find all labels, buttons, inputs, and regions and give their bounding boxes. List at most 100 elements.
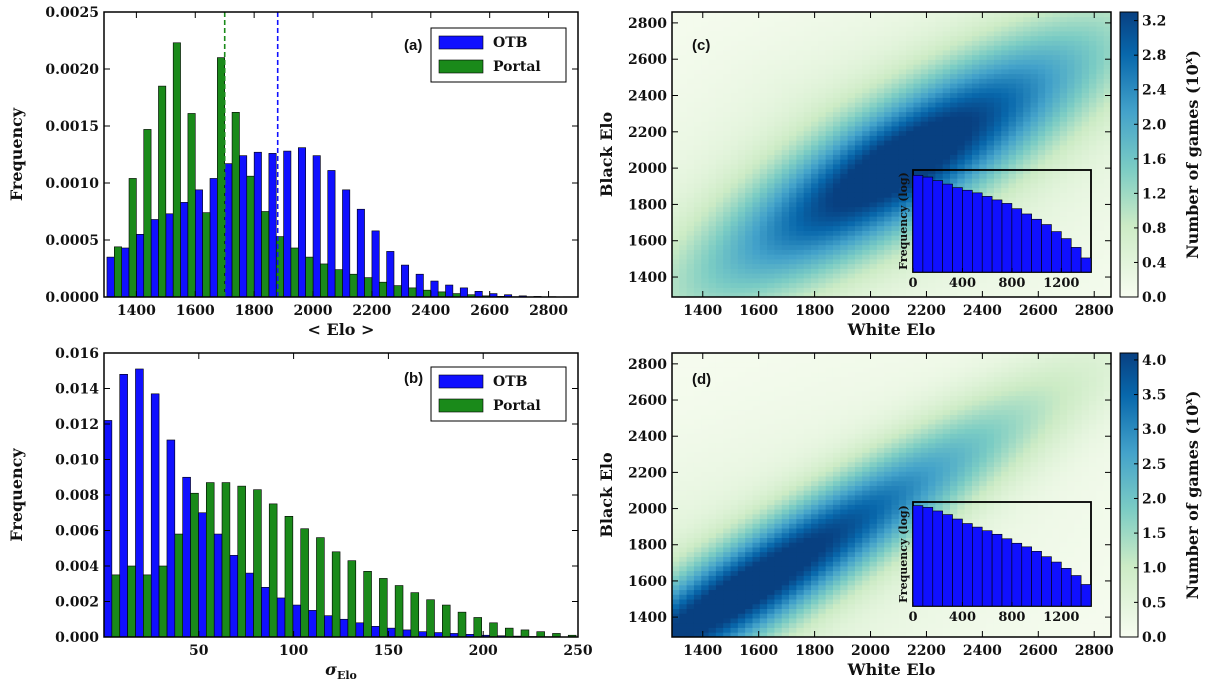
heat-cell [1030,31,1039,37]
bar-portal-1 [128,178,137,297]
heat-cell [971,35,980,41]
heat-cell [1030,83,1039,89]
heat-cell [737,532,746,538]
heat-cell [679,187,688,193]
heat-cell [1096,221,1105,227]
heat-cell [701,480,709,486]
heat-cell [993,111,1002,117]
heat-cell [993,16,1002,22]
heat-cell [796,126,805,132]
heat-cell [862,92,870,98]
heat-cell [679,50,688,56]
heat-cell [964,16,973,22]
heat-cell [869,216,878,222]
heat-cell [752,504,761,510]
heat-cell [708,438,717,444]
heat-cell [1045,221,1053,227]
y-tick-label: 0.008 [55,488,99,504]
heat-cell [935,31,944,37]
heat-cell [803,111,812,117]
heat-cell [957,97,966,103]
heat-cell [686,88,695,94]
heat-cell [847,126,856,132]
heat-cell [745,292,753,298]
heat-cell [693,457,702,463]
heat-cell [715,547,724,553]
heat-cell [884,50,892,56]
heat-cell [774,21,783,27]
heat-cell [847,31,856,37]
heat-cell [898,273,907,279]
bar-otb-13 [298,147,306,297]
heat-cell [686,419,695,425]
bar-portal-24 [467,294,476,297]
heat-cell [1023,59,1031,65]
heat-cell [730,69,739,75]
heat-cell [832,278,841,284]
heat-cell [672,523,680,529]
heat-cell [745,480,753,486]
heat-cell [928,102,936,108]
heat-cell [1052,88,1061,94]
heat-cell [693,168,702,174]
heat-cell [811,45,819,51]
heat-cell [1089,268,1097,274]
heat-cell [1067,45,1075,51]
bar-otb-14 [312,155,321,297]
heat-cell [796,249,805,255]
heat-cell [942,278,951,284]
bar-portal-24 [489,622,498,637]
heat-cell [825,159,834,165]
heat-cell [730,561,739,567]
heat-cell [759,381,768,387]
heat-cell [950,40,958,46]
heat-cell [723,192,731,198]
heat-cell [693,613,702,619]
heat-cell [686,254,695,260]
heat-cell [715,254,724,260]
heat-cell [759,183,768,189]
heat-cell [737,254,746,260]
heat-cell [789,528,797,534]
heat-cell [840,202,848,208]
heat-cell [737,97,746,103]
heat-cell [789,259,797,265]
heat-cell [796,235,805,241]
heat-cell [884,88,892,94]
heat-cell [993,73,1002,79]
heat-cell [818,211,827,217]
heat-cell [789,584,797,591]
heat-cell [928,78,936,84]
heat-cell [832,92,841,98]
heat-cell [971,145,980,151]
heat-cell [993,187,1002,193]
heat-cell [920,45,929,51]
inset-bar-11 [1021,213,1032,273]
heat-cell [884,159,892,165]
heat-cell [1059,83,1068,89]
bar-portal-12 [300,528,309,637]
heat-cell [715,537,724,543]
heat-cell [906,69,914,75]
heat-cell [1052,31,1061,37]
heat-cell [803,225,812,231]
heat-cell [811,54,819,60]
heat-cell [745,178,753,184]
heat-cell [876,40,885,46]
heat-cell [745,632,753,638]
heat-cell [1052,216,1061,222]
heat-cell [708,504,717,510]
heat-cell [993,164,1002,170]
heat-cell [818,97,827,103]
heat-cell [920,64,929,70]
heat-cell [876,235,885,241]
heat-cell [679,476,688,482]
heat-cell [1015,12,1024,18]
heat-cell [862,116,870,122]
heat-cell [672,428,680,434]
heat-cell [737,376,746,382]
heat-cell [1081,211,1090,217]
heat-cell [913,126,922,132]
heat-cell [935,278,944,284]
heat-cell [745,50,753,56]
